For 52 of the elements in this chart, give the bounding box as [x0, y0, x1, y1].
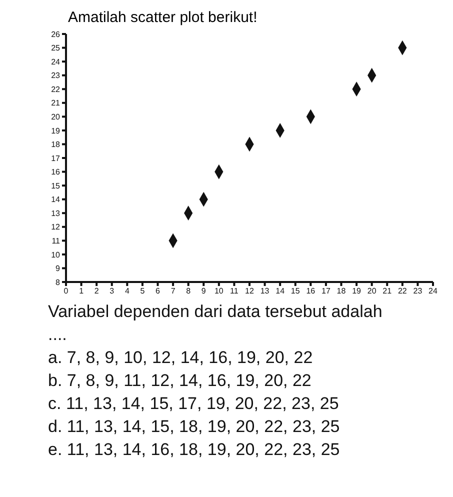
chart-title: Amatilah scatter plot berikut! [67, 8, 258, 28]
x-tick-label: 12 [245, 286, 254, 296]
y-tick-label: 14 [51, 195, 61, 204]
x-tick-label: 8 [186, 286, 192, 296]
y-tick-label: 15 [51, 181, 61, 190]
y-tick-label: 25 [51, 44, 61, 53]
x-tick-label: 7 [170, 286, 176, 296]
text: .... [48, 324, 68, 346]
text: b. 7, 8, 9, 11, 12, 14, 16, 19, 20, 22 [48, 370, 312, 392]
y-tick-label: 26 [51, 30, 61, 39]
x-tick-label: 13 [260, 286, 270, 296]
x-tick-label: 19 [352, 286, 362, 296]
y-tick-label: 10 [51, 250, 61, 260]
y-tick-label: 13 [51, 208, 61, 218]
y-tick-label: 9 [56, 264, 61, 274]
x-tick-label: 21 [382, 286, 392, 296]
text: c. 11, 13, 14, 15, 17, 19, 20, 22, 23, 25 [48, 393, 340, 415]
text: e. 11, 13, 14, 16, 18, 19, 20, 22, 23, 25 [48, 439, 341, 461]
y-tick-label: 16 [51, 168, 61, 177]
x-tick-label: 4 [124, 286, 130, 296]
x-tick-label: 22 [398, 286, 408, 296]
y-tick-label: 23 [51, 71, 61, 80]
y-tick-label: 18 [51, 140, 61, 150]
x-tick-label: 9 [201, 286, 206, 296]
x-tick-label: 24 [428, 286, 438, 296]
x-tick-label: 16 [306, 286, 316, 296]
y-tick-label: 17 [51, 154, 61, 163]
x-tick-label: 14 [276, 286, 286, 296]
x-tick-label: 0 [64, 286, 69, 296]
y-tick-label: 22 [51, 84, 61, 94]
x-tick-label: 10 [214, 286, 224, 296]
y-tick-label: 20 [51, 112, 61, 122]
x-tick-label: 20 [367, 286, 377, 296]
x-tick-label: 6 [156, 286, 161, 296]
x-tick-label: 2 [94, 286, 100, 296]
x-tick-label: 3 [110, 286, 115, 296]
x-tick-label: 15 [290, 286, 300, 296]
y-tick-label: 21 [51, 98, 61, 108]
y-tick-label: 11 [52, 236, 61, 246]
y-tick-label: 8 [56, 278, 61, 287]
y-tick-label: 12 [51, 222, 61, 232]
y-tick-label: 24 [51, 57, 61, 66]
y-tick-label: 19 [51, 126, 61, 136]
text: a. 7, 8, 9, 10, 12, 14, 16, 19, 20, 22 [48, 347, 314, 369]
x-tick-label: 17 [322, 286, 331, 296]
x-tick-label: 5 [140, 286, 146, 296]
x-tick-label: 18 [336, 286, 346, 296]
x-tick-label: 11 [230, 286, 239, 296]
x-tick-label: 1 [79, 286, 84, 296]
x-tick-label: 23 [413, 286, 423, 296]
text: d. 11, 13, 14, 15, 18, 19, 20, 22, 23, 25 [48, 416, 341, 438]
text: Variabel dependen dari data tersebut adalah [48, 301, 384, 323]
